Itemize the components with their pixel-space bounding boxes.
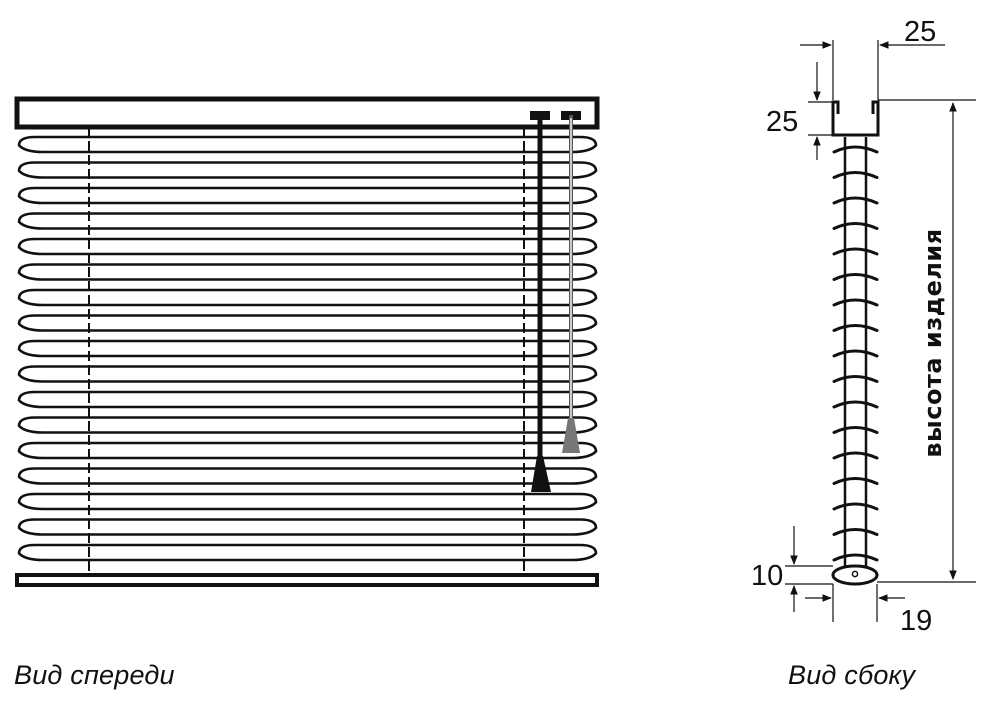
front-view [14,96,600,587]
front-slat [17,390,598,409]
front-slat [17,212,598,230]
dimension-bottom-height: 10 [751,526,833,612]
front-slat [17,314,598,332]
front-slat [17,416,598,434]
side-slat-profile [832,553,879,562]
side-view-caption: Вид сбоку [788,660,916,690]
front-slat [17,543,598,562]
side-slat-profile [832,324,879,332]
front-slat [17,263,598,281]
product-height-label: высота изделия [919,228,947,457]
front-slat [17,135,598,154]
dimension-bottom-width: 19 [805,584,932,637]
front-slat [17,186,598,205]
lift-cord-tassel [531,456,551,492]
side-slat-profile [832,502,879,511]
head-rail [14,96,600,130]
dimension-top-width-label: 25 [904,16,936,48]
front-slat [17,339,598,358]
side-slat-profile [832,196,879,205]
dimension-top-height: 25 [766,62,833,160]
side-slat-profile [832,145,879,154]
side-slat-profile [832,528,879,536]
front-slat [17,492,598,511]
side-slat-profile [832,247,879,256]
side-slat-profile [832,400,879,409]
side-slat-profile [832,349,879,358]
front-slats [17,135,598,562]
side-slat-profile [832,273,879,281]
front-slat [17,518,598,536]
tilt-wand-tassel [562,418,580,453]
front-slat [17,441,598,460]
dimension-top-height-label: 25 [766,106,798,138]
side-slat-profile [832,171,879,179]
dimension-bottom-width-label: 19 [900,605,932,637]
side-slat-profile [832,222,879,230]
side-slat-profile [832,477,879,485]
dimension-bottom-height-label: 10 [751,560,783,592]
head-rail-profile [831,100,880,137]
cord-lock-left [530,111,550,120]
side-slat-profile [832,451,879,460]
front-slat [17,237,598,256]
side-slat-profile [832,426,879,434]
front-view-caption: Вид спереди [14,660,175,690]
front-slat [17,365,598,383]
side-slats [832,145,879,562]
front-slat [17,161,598,179]
front-slat [17,467,598,485]
side-slat-profile [832,375,879,383]
bottom-rail-hole [851,570,859,578]
dimension-top-width: 25 [800,16,945,100]
dimension-product-height: высота изделия [877,99,976,583]
front-slat [17,288,598,307]
bottom-rail [15,573,599,587]
bottom-rail-profile [831,564,879,586]
side-view: 25 25 высота изделия 10 [751,16,976,637]
side-slat-profile [832,298,879,307]
